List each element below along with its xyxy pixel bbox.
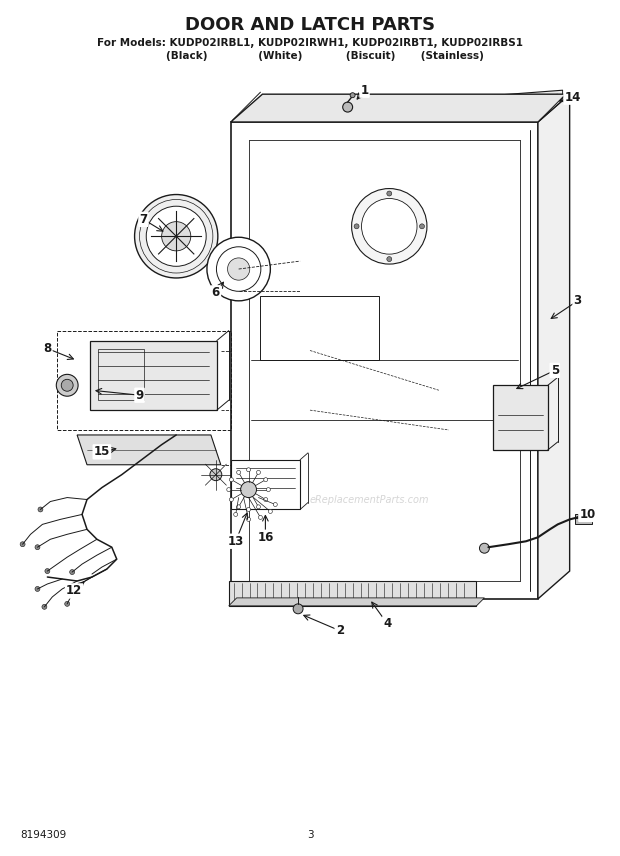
Circle shape <box>207 237 270 300</box>
Text: 15: 15 <box>94 445 110 458</box>
Circle shape <box>264 497 268 502</box>
Text: eReplacementParts.com: eReplacementParts.com <box>310 495 429 504</box>
Circle shape <box>237 471 241 474</box>
Circle shape <box>56 374 78 396</box>
Polygon shape <box>231 94 570 122</box>
Circle shape <box>64 602 69 606</box>
Circle shape <box>241 482 257 497</box>
Circle shape <box>352 188 427 264</box>
Text: For Models: KUDP02IRBL1, KUDP02IRWH1, KUDP02IRBT1, KUDP02IRBS1: For Models: KUDP02IRBL1, KUDP02IRWH1, KU… <box>97 38 523 48</box>
Circle shape <box>61 379 73 391</box>
Text: 12: 12 <box>66 585 82 597</box>
Polygon shape <box>494 385 548 450</box>
Circle shape <box>234 513 237 516</box>
Circle shape <box>361 199 417 254</box>
Circle shape <box>229 497 233 502</box>
Circle shape <box>387 191 392 196</box>
Text: 13: 13 <box>228 535 244 548</box>
Circle shape <box>20 542 25 547</box>
Circle shape <box>228 258 250 280</box>
Circle shape <box>35 586 40 591</box>
Circle shape <box>247 467 250 472</box>
Text: 3: 3 <box>307 830 313 841</box>
Text: 3: 3 <box>574 294 582 307</box>
Circle shape <box>354 223 359 229</box>
Circle shape <box>343 102 353 112</box>
Circle shape <box>146 206 206 266</box>
Polygon shape <box>298 90 563 122</box>
Circle shape <box>479 544 489 553</box>
Circle shape <box>273 502 277 507</box>
Text: 5: 5 <box>551 364 559 377</box>
Polygon shape <box>229 581 477 606</box>
Polygon shape <box>77 435 221 465</box>
Text: 6: 6 <box>211 287 220 300</box>
Circle shape <box>69 569 74 574</box>
Circle shape <box>420 223 425 229</box>
Text: (Black)              (White)            (Biscuit)       (Stainless): (Black) (White) (Biscuit) (Stainless) <box>136 51 484 62</box>
Circle shape <box>247 508 250 511</box>
Polygon shape <box>260 296 379 360</box>
Text: 4: 4 <box>383 617 391 630</box>
Text: 2: 2 <box>335 624 344 637</box>
Circle shape <box>237 505 241 508</box>
Circle shape <box>293 603 303 614</box>
Circle shape <box>268 509 272 514</box>
Polygon shape <box>538 94 570 599</box>
Circle shape <box>38 507 43 512</box>
Circle shape <box>247 517 250 521</box>
Text: 7: 7 <box>140 213 148 226</box>
Text: 1: 1 <box>360 84 368 97</box>
Circle shape <box>264 478 268 482</box>
Text: DOOR AND LATCH PARTS: DOOR AND LATCH PARTS <box>185 15 435 33</box>
Circle shape <box>267 488 270 491</box>
Text: 8194309: 8194309 <box>20 830 67 841</box>
Circle shape <box>350 92 355 98</box>
Circle shape <box>35 544 40 550</box>
Circle shape <box>42 604 47 609</box>
Polygon shape <box>229 597 484 606</box>
Circle shape <box>210 469 222 481</box>
Polygon shape <box>575 514 593 525</box>
Circle shape <box>257 471 260 474</box>
Circle shape <box>216 247 261 291</box>
Polygon shape <box>90 341 217 410</box>
Text: 16: 16 <box>257 531 273 544</box>
Polygon shape <box>231 122 538 599</box>
Text: 8: 8 <box>43 342 51 355</box>
Circle shape <box>229 478 233 482</box>
Text: 9: 9 <box>135 389 144 401</box>
Circle shape <box>257 505 260 508</box>
Circle shape <box>387 257 392 262</box>
Polygon shape <box>231 460 300 509</box>
Circle shape <box>227 488 231 491</box>
Circle shape <box>45 568 50 574</box>
Circle shape <box>162 222 191 251</box>
Text: 10: 10 <box>579 508 596 521</box>
Text: 14: 14 <box>564 91 581 104</box>
Circle shape <box>259 515 262 520</box>
Circle shape <box>135 194 218 278</box>
